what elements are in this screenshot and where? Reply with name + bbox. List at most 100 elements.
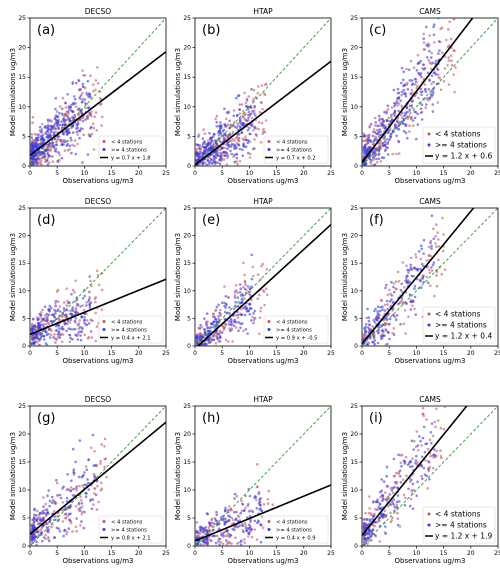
- point-lt4-stations: [390, 519, 394, 522]
- point-lt4-stations: [390, 116, 393, 119]
- point-lt4-stations: [379, 160, 383, 163]
- x-tick-label: 15: [440, 350, 448, 357]
- point-ge4-stations: [81, 82, 85, 86]
- point-ge4-stations: [70, 139, 73, 142]
- point-ge4-stations: [58, 336, 61, 340]
- point-ge4-stations: [363, 152, 366, 156]
- point-ge4-stations: [428, 477, 431, 481]
- y-tick-label: 0: [22, 343, 26, 350]
- y-tick-label: 0: [187, 163, 191, 170]
- point-ge4-stations: [203, 528, 206, 532]
- point-ge4-stations: [399, 474, 402, 478]
- point-ge4-stations: [69, 489, 73, 492]
- point-lt4-stations: [261, 132, 265, 135]
- panel-title: HTAP: [253, 7, 273, 16]
- point-ge4-stations: [71, 110, 74, 113]
- point-lt4-stations: [262, 503, 266, 506]
- point-ge4-stations: [368, 534, 372, 537]
- legend-marker-lt4: [427, 132, 431, 136]
- point-ge4-stations: [227, 143, 230, 147]
- point-ge4-stations: [197, 338, 201, 341]
- point-lt4-stations: [41, 122, 44, 126]
- point-ge4-stations: [419, 286, 423, 289]
- regression-line: [362, 406, 468, 536]
- point-ge4-stations: [41, 323, 45, 326]
- point-lt4-stations: [434, 242, 437, 245]
- point-ge4-stations: [65, 496, 69, 500]
- point-lt4-stations: [103, 457, 107, 461]
- point-lt4-stations: [56, 137, 60, 141]
- point-lt4-stations: [390, 106, 394, 109]
- point-ge4-stations: [373, 533, 377, 537]
- point-ge4-stations: [406, 268, 410, 272]
- point-lt4-stations: [238, 112, 242, 115]
- x-axis-label: Observations ug/m3: [227, 177, 298, 185]
- point-lt4-stations: [419, 257, 423, 261]
- point-ge4-stations: [62, 534, 65, 538]
- regression-line: [195, 60, 331, 166]
- point-ge4-stations: [418, 435, 421, 438]
- point-lt4-stations: [400, 453, 404, 457]
- point-ge4-stations: [93, 476, 97, 480]
- point-ge4-stations: [42, 335, 45, 338]
- point-ge4-stations: [378, 128, 382, 131]
- point-lt4-stations: [199, 332, 202, 335]
- point-lt4-stations: [61, 501, 65, 504]
- point-ge4-stations: [384, 125, 388, 128]
- x-tick-label: 0: [360, 350, 364, 357]
- point-ge4-stations: [90, 507, 94, 511]
- point-ge4-stations: [374, 316, 378, 320]
- point-ge4-stations: [413, 287, 416, 290]
- point-ge4-stations: [226, 147, 229, 151]
- point-ge4-stations: [232, 114, 235, 117]
- point-ge4-stations: [430, 244, 433, 248]
- point-ge4-stations: [87, 106, 91, 109]
- point-ge4-stations: [411, 507, 415, 511]
- point-lt4-stations: [442, 428, 446, 431]
- point-ge4-stations: [91, 433, 95, 437]
- point-ge4-stations: [69, 336, 72, 340]
- point-ge4-stations: [238, 283, 242, 286]
- point-ge4-stations: [32, 516, 36, 519]
- point-ge4-stations: [233, 320, 237, 323]
- point-ge4-stations: [379, 490, 382, 494]
- point-ge4-stations: [243, 145, 246, 148]
- point-lt4-stations: [386, 293, 390, 297]
- point-lt4-stations: [371, 325, 375, 328]
- point-ge4-stations: [225, 152, 229, 155]
- point-ge4-stations: [55, 478, 58, 482]
- y-axis-label: Model simulations ug/m3: [9, 432, 17, 520]
- point-lt4-stations: [219, 540, 223, 544]
- point-ge4-stations: [32, 324, 36, 328]
- point-ge4-stations: [429, 241, 432, 245]
- point-lt4-stations: [429, 284, 432, 288]
- point-ge4-stations: [244, 526, 248, 530]
- point-lt4-stations: [383, 491, 387, 494]
- point-ge4-stations: [63, 322, 67, 326]
- point-lt4-stations: [427, 469, 431, 473]
- point-ge4-stations: [433, 71, 437, 74]
- point-ge4-stations: [434, 62, 437, 65]
- point-ge4-stations: [218, 334, 222, 338]
- point-lt4-stations: [443, 268, 447, 272]
- point-lt4-stations: [436, 419, 440, 422]
- point-ge4-stations: [243, 313, 247, 317]
- x-tick-label: 5: [387, 170, 391, 177]
- point-ge4-stations: [88, 134, 92, 138]
- point-ge4-stations: [237, 94, 240, 97]
- x-tick-label: 25: [162, 550, 170, 557]
- point-lt4-stations: [449, 37, 453, 41]
- point-ge4-stations: [429, 431, 433, 434]
- point-ge4-stations: [83, 471, 86, 474]
- point-lt4-stations: [40, 127, 44, 131]
- point-lt4-stations: [391, 491, 395, 495]
- point-ge4-stations: [55, 329, 58, 332]
- point-ge4-stations: [229, 149, 232, 153]
- point-lt4-stations: [100, 308, 104, 312]
- point-ge4-stations: [366, 343, 370, 346]
- point-ge4-stations: [77, 107, 80, 111]
- regression-line: [362, 208, 475, 345]
- point-lt4-stations: [38, 316, 42, 320]
